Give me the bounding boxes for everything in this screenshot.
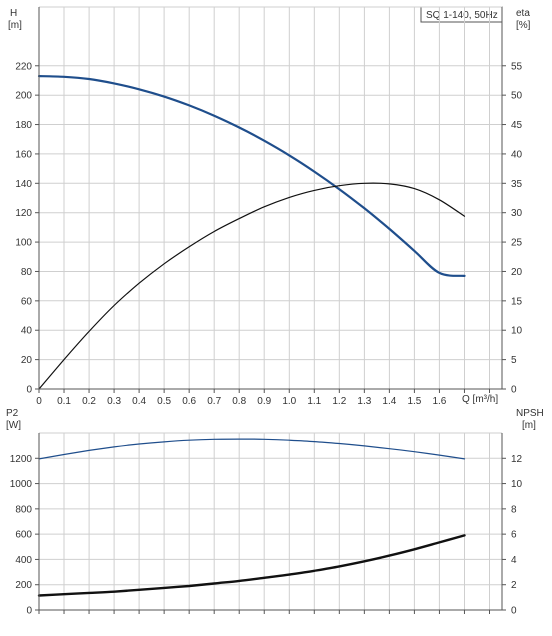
x-tick-label: 1.2 (332, 396, 346, 407)
x-tick-label: 0.9 (257, 396, 271, 407)
top-right-tick-label: 5 (511, 355, 517, 366)
pump-label-text: SQ 1-140, 50Hz (426, 10, 498, 21)
bottom-left-tick-label: 1000 (10, 479, 33, 490)
bottom-right-axis-label-unit: [m] (522, 420, 536, 431)
bottom-left-tick-label: 1200 (10, 454, 33, 465)
top-right-tick-label: 55 (511, 61, 523, 72)
top-right-axis-label-unit: [%] (516, 20, 531, 31)
top-right-tick-label: 10 (511, 326, 523, 337)
bottom-right-axis-label-name: NPSH (516, 408, 544, 419)
top-left-tick-label: 0 (26, 385, 32, 396)
top-right-tick-label: 35 (511, 179, 523, 190)
top-left-axis-label-name: H (10, 8, 17, 19)
bottom-left-axis-label-name: P2 (6, 408, 19, 419)
top-right-axis-label-name: eta (516, 8, 530, 19)
top-right-tick-label: 25 (511, 238, 523, 249)
bottom-right-tick-label: 12 (511, 454, 523, 465)
x-axis-label: Q [m³/h] (462, 394, 498, 405)
bottom-right-tick-label: 8 (511, 504, 517, 515)
bottom-right-tick-label: 0 (511, 606, 517, 617)
x-tick-label: 1.6 (432, 396, 446, 407)
top-right-tick-label: 50 (511, 91, 523, 102)
top-left-tick-label: 100 (15, 238, 32, 249)
top-right-tick-label: 30 (511, 208, 523, 219)
bottom-left-tick-label: 800 (15, 504, 32, 515)
bottom-left-tick-label: 400 (15, 555, 32, 566)
x-tick-label: 1.5 (407, 396, 421, 407)
bottom-right-tick-label: 6 (511, 530, 517, 541)
top-right-tick-label: 0 (511, 385, 517, 396)
top-left-tick-label: 180 (15, 120, 32, 131)
top-right-tick-label: 20 (511, 267, 523, 278)
top-left-tick-label: 220 (15, 61, 32, 72)
x-tick-label: 0.6 (182, 396, 196, 407)
top-left-tick-label: 160 (15, 149, 32, 160)
bottom-right-tick-label: 4 (511, 555, 517, 566)
x-tick-label: 0.5 (157, 396, 171, 407)
x-tick-label: 1.0 (282, 396, 296, 407)
top-right-tick-label: 15 (511, 296, 523, 307)
top-left-tick-label: 120 (15, 208, 32, 219)
x-tick-label: 0.7 (207, 396, 221, 407)
top-left-tick-label: 140 (15, 179, 32, 190)
head-curve (37, 75, 466, 277)
npsh-curve (37, 534, 466, 597)
x-tick-label: 1.1 (307, 396, 321, 407)
top-right-tick-label: 40 (511, 149, 523, 160)
curve-layer (37, 75, 466, 597)
top-left-tick-label: 80 (21, 267, 33, 278)
x-tick-label: 1.3 (357, 396, 371, 407)
tick-label-layer: 0204060801001201401601802002200510152025… (10, 61, 523, 616)
bottom-right-tick-label: 10 (511, 479, 523, 490)
x-tick-label: 0.1 (57, 396, 71, 407)
bottom-left-tick-label: 600 (15, 530, 32, 541)
bottom-left-tick-label: 200 (15, 580, 32, 591)
x-tick-label: 0 (36, 396, 42, 407)
x-tick-label: 0.2 (82, 396, 96, 407)
efficiency-curve (38, 182, 466, 390)
top-left-tick-label: 60 (21, 296, 33, 307)
top-right-tick-label: 45 (511, 120, 523, 131)
axis-layer (35, 7, 506, 614)
x-tick-label: 0.8 (232, 396, 246, 407)
top-left-tick-label: 200 (15, 91, 32, 102)
bottom-left-tick-label: 0 (26, 606, 32, 617)
x-tick-label: 0.3 (107, 396, 121, 407)
top-left-tick-label: 20 (21, 355, 33, 366)
power-p2-curve (38, 438, 466, 460)
bottom-right-tick-label: 2 (511, 580, 517, 591)
x-tick-label: 0.4 (132, 396, 146, 407)
bottom-left-axis-label-unit: [W] (6, 420, 21, 431)
x-tick-label: 1.4 (382, 396, 396, 407)
top-left-tick-label: 40 (21, 326, 33, 337)
top-left-axis-label-unit: [m] (8, 20, 22, 31)
